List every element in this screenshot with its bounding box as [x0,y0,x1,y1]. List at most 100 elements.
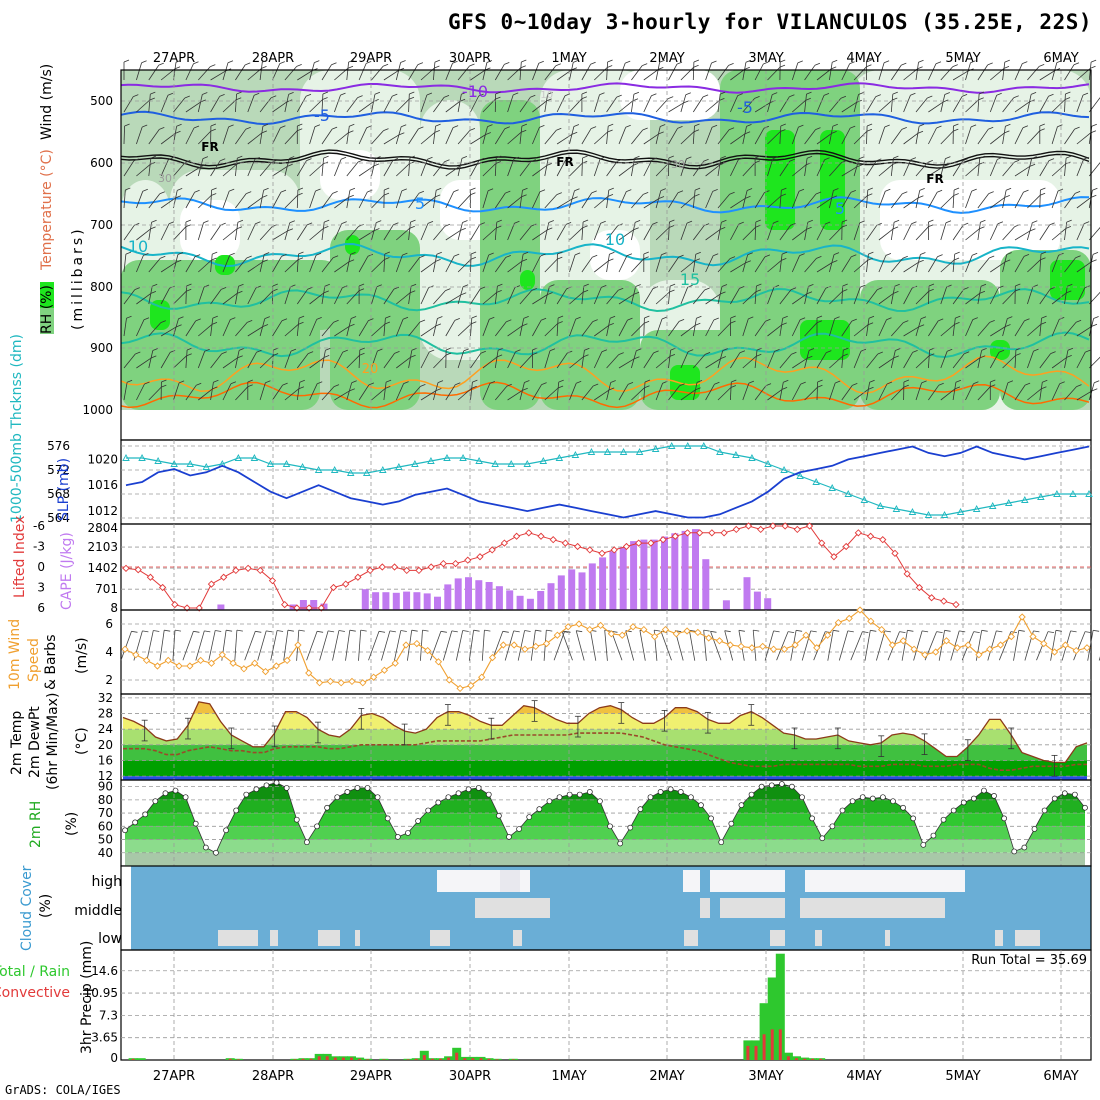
wind-barb [309,319,318,337]
wind-barb [296,382,301,401]
wind-barb-flag [385,315,391,319]
wind10-barb [319,630,329,661]
precip-convective-bar [382,1059,386,1060]
wind-barb-flag [996,92,1002,96]
wind-barb-flag [938,382,944,386]
wind-barb [259,126,264,145]
thickness-line-point [844,490,853,497]
wind-barb-flag [549,348,556,352]
wind10-barb-flag [1093,629,1100,632]
wind-barb [1064,257,1076,273]
wind10-line-point [564,623,572,631]
wind-barb-flag [988,126,994,130]
wind-barb-flag [211,187,217,191]
wind10-barb [407,630,413,661]
wind-barb [420,325,437,337]
wind-barb-flag [410,283,417,287]
wind-barb-flag [366,61,372,64]
wind-barb-flag [574,188,580,192]
wind-barb [1039,189,1041,209]
wind-barb-flag [970,124,977,128]
wind-barb [532,320,542,337]
rh2m-line-point [890,798,896,805]
rh2m-line-point [789,783,795,790]
wind-barb [606,225,619,241]
wind-barb-flag [513,156,519,160]
wind-barb-flag [643,251,649,255]
wind-barb [717,222,722,241]
wind10-line-point [629,623,637,631]
wind10-barb [801,630,812,661]
wind-barb-flag [1092,388,1098,392]
thickness-line-point [298,463,307,470]
wind-barb-flag [738,221,744,225]
wind-barb-flag [910,92,916,96]
rh2m-line-point [374,794,381,801]
wind10-line-point [975,651,983,659]
wind-barb [829,254,835,273]
wind-barb [272,230,289,241]
wind10-barb-flag [870,629,877,632]
lifted-index-line [122,522,960,612]
cloud-high-block [520,870,530,892]
wind-barb [606,254,610,273]
wind-barb-flag [211,322,218,325]
wind-barb [804,286,809,305]
wind-barb [544,258,558,273]
wind-barb-flag [841,224,848,228]
wind-barb [272,256,282,273]
wind-barb [396,163,410,177]
wind-barb [853,259,868,273]
tick-label: 0 [110,1051,118,1065]
wind-barb [1027,158,1033,177]
wind-barb [173,318,179,337]
wind-barb-flag [489,381,496,384]
wind-barb-flag [496,225,502,229]
wind-barb [866,289,878,305]
wind-barb-flag [144,381,150,385]
rh2m-line-point [617,840,624,847]
wind-barb [940,388,956,401]
wind10-line-point [240,665,248,673]
wind-barb-flag [754,160,761,164]
contour-label: FR [926,172,943,186]
wind-barb-flag [1040,187,1046,191]
contour-label: 10 [605,230,625,249]
wind10-line-point [456,684,464,693]
li-line-point [134,566,142,574]
wind-barb [160,261,177,273]
li-line-point [683,529,692,537]
wind-barb-flag [917,130,924,134]
wind-barb [792,293,808,305]
wind-barb-flag [470,256,477,260]
wind-barb [408,321,421,337]
precip-convective-bar [770,1029,774,1060]
wind-barb [185,256,196,273]
wind-barb [965,62,971,81]
wind-barb-flag [471,315,477,319]
wind-barb-flag [711,124,718,128]
wind-barb [903,326,920,337]
wind-barb [829,355,844,369]
wind-barb [210,96,220,113]
wind-barb [1076,351,1086,369]
wind-barb-flag [584,347,590,351]
precip-grid [121,950,1091,1060]
wind10-label-2: Speed [26,638,42,682]
wind-barb-flag [772,156,778,160]
wind-barb [965,255,973,273]
tick-label: 1012 [87,504,118,518]
wind-barb-flag [658,67,664,70]
wind-barb [878,191,886,209]
wind-barb-flag [1065,155,1072,159]
wind-barb [334,390,351,401]
wind-barb-flag [506,319,512,323]
rh2m-line-point [698,802,704,808]
wind-barb [494,350,499,369]
wind-barb [668,321,680,337]
wind-barb-flag [920,252,926,255]
rh2m-line-point [546,798,553,805]
precip-convective-bar [317,1056,321,1060]
wind-barb [346,290,360,305]
wind-barb [705,62,712,81]
